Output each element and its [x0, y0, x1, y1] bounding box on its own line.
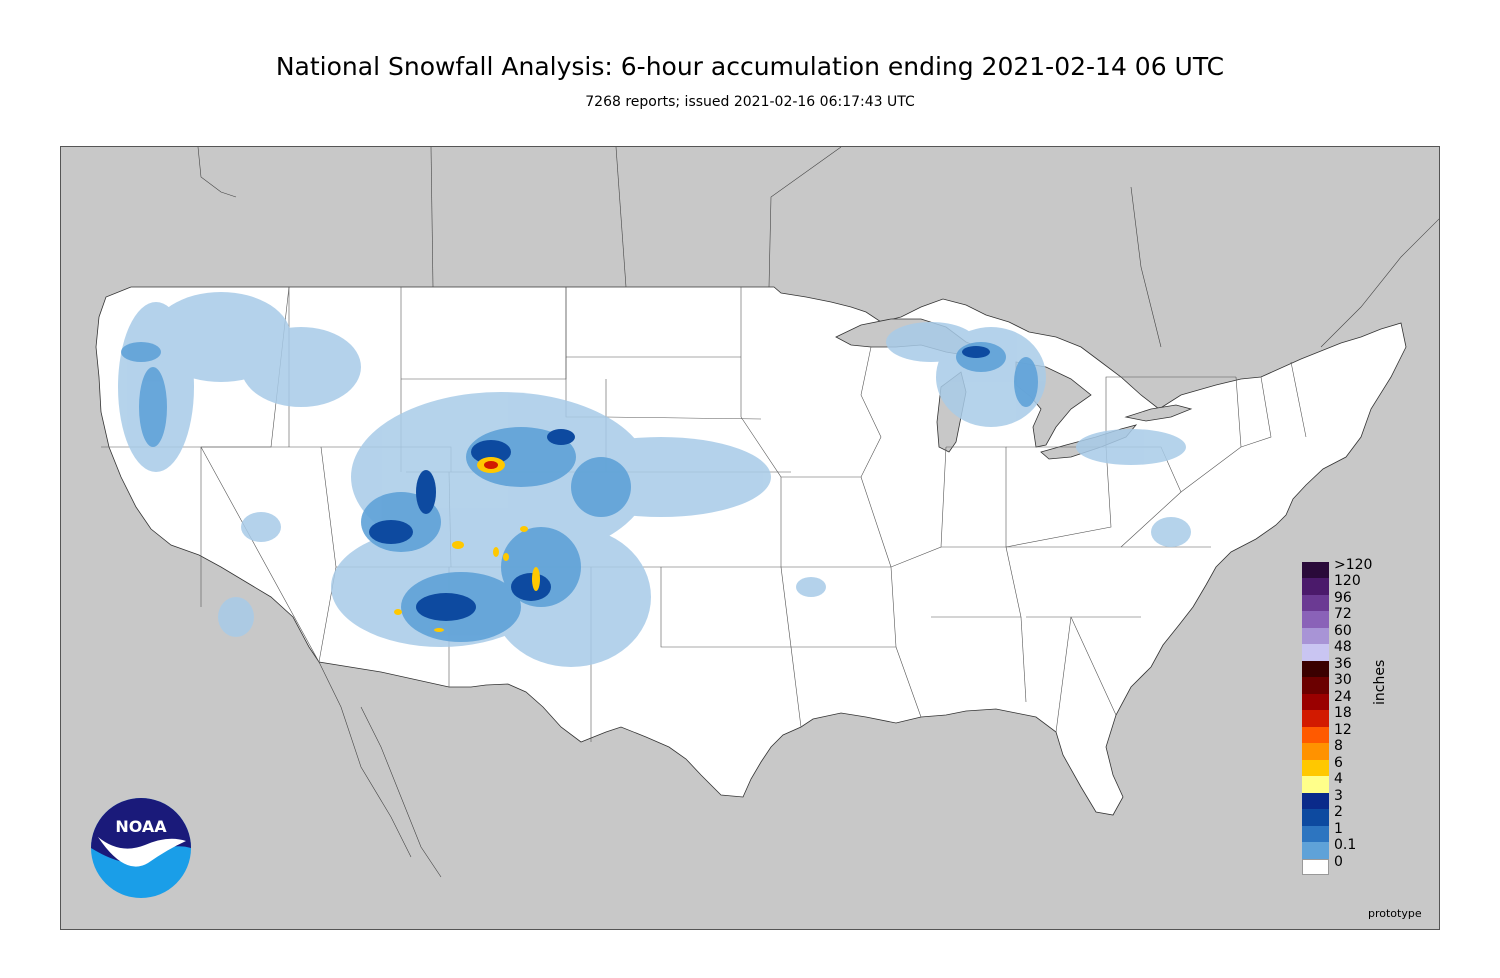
- legend-swatch: [1302, 611, 1329, 628]
- legend-label: 2: [1334, 804, 1343, 821]
- legend-label: 18: [1334, 705, 1352, 722]
- legend-label: 0.1: [1334, 837, 1357, 854]
- legend-swatch: [1302, 677, 1329, 694]
- legend-swatch: [1302, 825, 1329, 843]
- legend-swatch: [1302, 710, 1329, 727]
- legend-swatch: [1302, 792, 1329, 810]
- legend-label: 24: [1334, 688, 1352, 705]
- color-legend: >120 120 96 72 60 48 36 30 24 18 12 8 6 4 3 2 1 0.1 0: [1302, 558, 1422, 875]
- legend-label: 6: [1334, 754, 1343, 771]
- legend-swatch: [1302, 578, 1329, 595]
- legend-swatch: [1302, 644, 1329, 661]
- legend-label: 72: [1334, 606, 1352, 623]
- legend-label: 30: [1334, 672, 1352, 689]
- noaa-logo-text: NOAA: [115, 817, 167, 836]
- legend-swatch: [1302, 562, 1329, 579]
- legend-swatch: [1302, 759, 1329, 777]
- legend-label: 0: [1334, 853, 1343, 870]
- legend-swatch: [1302, 858, 1329, 875]
- snowfall-heavy: [369, 346, 990, 621]
- legend-label: >120: [1334, 557, 1373, 573]
- legend-label: 36: [1334, 655, 1352, 672]
- noaa-logo: NOAA: [90, 797, 192, 899]
- legend-swatch: [1302, 627, 1329, 645]
- legend-label: 12: [1334, 721, 1352, 738]
- legend-label: 120: [1334, 573, 1361, 590]
- legend-units-label: inches: [1372, 659, 1388, 705]
- legend-swatch: [1302, 743, 1329, 760]
- legend-label: 48: [1334, 639, 1352, 656]
- map-canvas: [95, 147, 1439, 878]
- snowfall-map: [60, 146, 1440, 930]
- international-lines: [197, 147, 1439, 878]
- legend-swatch: [1302, 842, 1329, 859]
- legend-swatch: [1302, 726, 1329, 744]
- prototype-note: prototype: [1368, 907, 1422, 920]
- legend-swatch: [1302, 594, 1329, 612]
- legend-swatch: [1302, 776, 1329, 793]
- legend-swatch: [1302, 809, 1329, 826]
- legend-label: 60: [1334, 622, 1352, 639]
- lake-ontario: [1124, 404, 1193, 422]
- legend-swatch: [1302, 693, 1329, 711]
- map-title: National Snowfall Analysis: 6-hour accum…: [275, 52, 1225, 81]
- snowfall-peaks: [394, 457, 540, 632]
- legend-label: 3: [1334, 787, 1343, 804]
- legend-label: 4: [1334, 771, 1343, 788]
- legend-label: 1: [1334, 820, 1343, 837]
- map-subtitle: 7268 reports; issued 2021-02-16 06:17:43…: [585, 94, 915, 110]
- legend-label: 8: [1334, 738, 1343, 755]
- legend-label: 96: [1334, 589, 1352, 606]
- legend-swatch: [1302, 660, 1329, 678]
